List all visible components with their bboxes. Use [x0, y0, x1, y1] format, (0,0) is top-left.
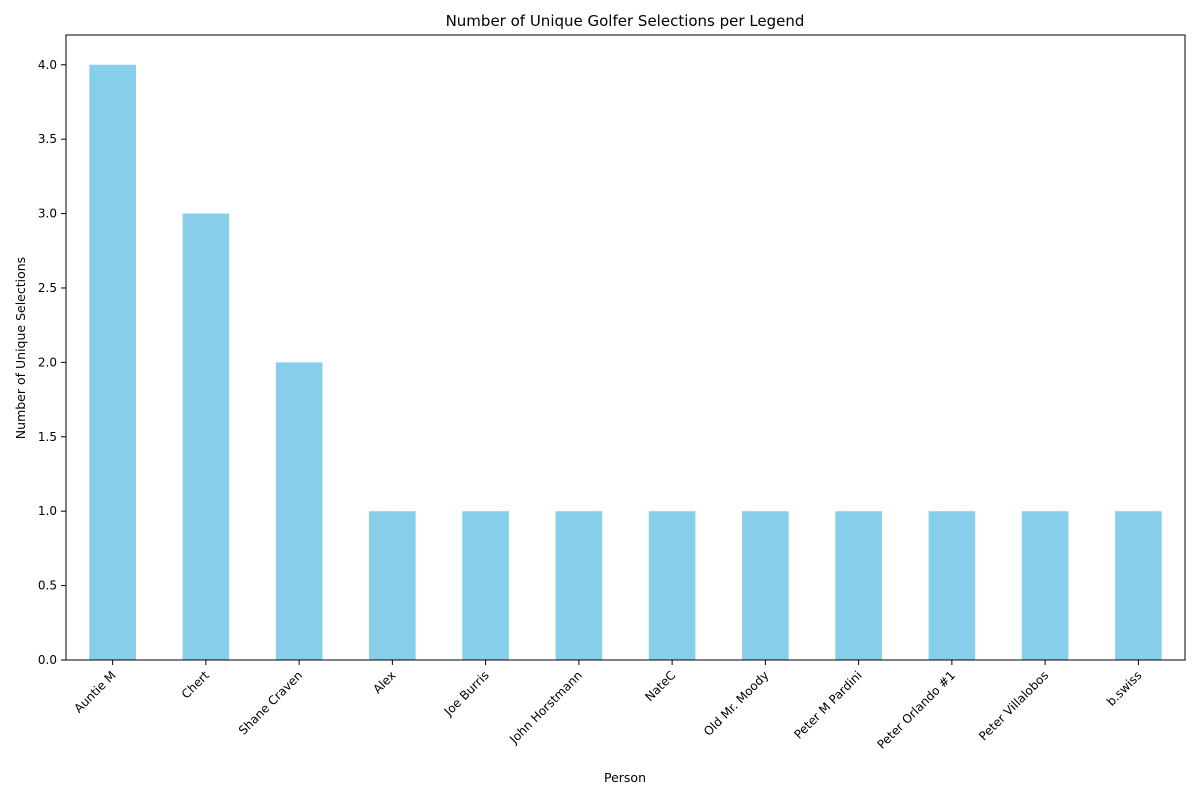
y-tick-label-8: 4.0: [38, 58, 57, 72]
bar-7: [742, 511, 789, 660]
x-tick-label-2: Shane Craven: [236, 668, 305, 737]
bars: [89, 64, 1162, 661]
y-tick-label-6: 3.0: [38, 207, 57, 221]
x-tick-label-1: Chert: [179, 668, 212, 701]
x-tick-label-10: Peter Villalobos: [976, 668, 1051, 743]
bar-3: [369, 511, 416, 660]
y-tick-label-5: 2.5: [38, 281, 57, 295]
x-tick-label-0: Auntie M: [71, 668, 118, 715]
x-tick-label-6: NateC: [642, 668, 678, 704]
bar-8: [835, 511, 882, 660]
bar-5: [555, 511, 603, 660]
y-tick-label-4: 2.0: [38, 355, 57, 369]
x-tick-label-4: Joe Burris: [441, 668, 492, 719]
y-axis: 0.0 0.5 1.0 1.5 2.0 2.5 3.0 3.5 4.0: [38, 58, 66, 667]
bar-0: [89, 64, 136, 660]
bar-10: [1021, 511, 1069, 660]
x-tick-label-11: b.swiss: [1104, 668, 1145, 709]
plot-frame: [65, 34, 1186, 661]
y-tick-label-0: 0.0: [38, 653, 57, 667]
x-axis-label: Person: [604, 770, 646, 785]
y-tick-label-2: 1.0: [38, 504, 57, 518]
x-tick-label-5: John Horstmann: [506, 668, 585, 747]
bar-2: [275, 362, 323, 660]
x-tick-label-8: Peter M Pardini: [791, 668, 864, 741]
x-tick-label-7: Old Mr. Moody: [701, 668, 772, 739]
bar-4: [462, 511, 509, 660]
y-tick-label-3: 1.5: [38, 430, 57, 444]
bar-1: [182, 213, 230, 661]
bar-9: [928, 511, 976, 660]
bar-11: [1115, 511, 1162, 660]
y-axis-label: Number of Unique Selections: [13, 257, 28, 439]
y-tick-label-7: 3.5: [38, 132, 57, 146]
x-tick-label-9: Peter Orlando #1: [874, 668, 958, 752]
x-tick-label-3: Alex: [370, 668, 398, 696]
chart-title: Number of Unique Golfer Selections per L…: [446, 12, 805, 30]
y-tick-label-1: 0.5: [38, 579, 57, 593]
x-axis: Auntie M Chert Shane Craven Alex Joe Burris J…: [71, 660, 1144, 752]
bar-6: [648, 511, 696, 660]
